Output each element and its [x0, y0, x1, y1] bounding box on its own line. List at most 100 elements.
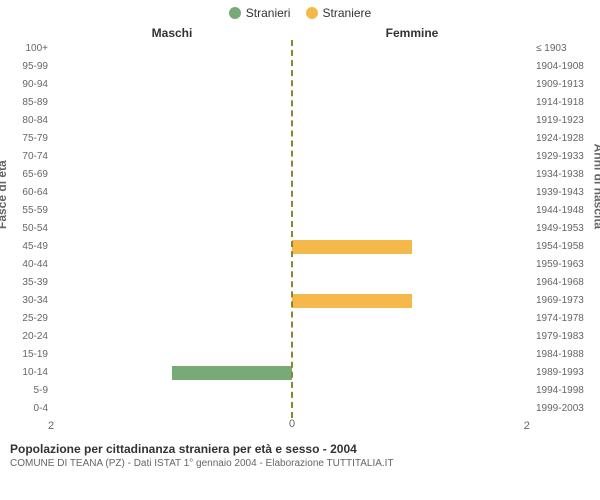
bar-row	[52, 112, 292, 130]
y-tick-right: 1969-1973	[536, 292, 592, 310]
y-axis-left-ticks: 100+95-9990-9485-8980-8475-7970-7465-696…	[4, 40, 52, 418]
y-tick-right: 1959-1963	[536, 256, 592, 274]
y-tick-left: 35-39	[8, 274, 48, 292]
bar-row	[52, 148, 292, 166]
bar-row	[52, 40, 292, 58]
chart-footer: Popolazione per cittadinanza straniera p…	[0, 432, 600, 469]
y-tick-right: 1989-1993	[536, 364, 592, 382]
y-tick-left: 30-34	[8, 292, 48, 310]
legend-label: Stranieri	[246, 6, 291, 20]
bar-male	[172, 366, 292, 380]
bar-row	[52, 238, 292, 256]
y-tick-left: 100+	[8, 40, 48, 58]
column-title-female: Femmine	[292, 26, 600, 40]
chart-plot-area: Fasce di età Anni di nascita 100+95-9990…	[0, 40, 600, 418]
y-tick-left: 40-44	[8, 256, 48, 274]
bar-row	[52, 76, 292, 94]
center-axis	[291, 40, 293, 418]
bar-row	[52, 202, 292, 220]
bar-row	[52, 364, 292, 382]
y-tick-right: 1949-1953	[536, 220, 592, 238]
bar-row	[292, 256, 532, 274]
y-tick-right: 1904-1908	[536, 58, 592, 76]
bar-row	[52, 166, 292, 184]
bar-row	[52, 274, 292, 292]
y-tick-left: 20-24	[8, 328, 48, 346]
y-tick-left: 45-49	[8, 238, 48, 256]
y-tick-left: 95-99	[8, 58, 48, 76]
legend-item-male: Stranieri	[229, 6, 291, 20]
bar-row	[292, 58, 532, 76]
y-axis-title-right: Anni di nascita	[591, 144, 600, 229]
bar-row	[52, 346, 292, 364]
y-tick-right: 1974-1978	[536, 310, 592, 328]
bar-row	[52, 382, 292, 400]
column-title-male: Maschi	[0, 26, 292, 40]
bar-row	[52, 130, 292, 148]
bar-row	[52, 220, 292, 238]
bar-row	[292, 184, 532, 202]
x-tick: 2	[524, 420, 530, 432]
circle-icon	[229, 7, 241, 19]
y-tick-left: 50-54	[8, 220, 48, 238]
y-tick-left: 80-84	[8, 112, 48, 130]
circle-icon	[306, 7, 318, 19]
x-tick: 2	[48, 420, 54, 432]
bar-row	[292, 202, 532, 220]
bar-row	[292, 76, 532, 94]
bar-female	[292, 294, 412, 308]
bar-row	[292, 112, 532, 130]
y-tick-right: 1939-1943	[536, 184, 592, 202]
y-tick-left: 25-29	[8, 310, 48, 328]
y-tick-right: 1924-1928	[536, 130, 592, 148]
legend-item-female: Straniere	[306, 6, 372, 20]
bar-row	[52, 400, 292, 418]
plot	[52, 40, 532, 418]
legend-label: Straniere	[323, 6, 372, 20]
bar-row	[52, 328, 292, 346]
legend: Stranieri Straniere	[0, 0, 600, 26]
chart-title: Popolazione per cittadinanza straniera p…	[10, 442, 590, 456]
y-tick-left: 5-9	[8, 382, 48, 400]
bar-row	[292, 292, 532, 310]
y-tick-right: 1984-1988	[536, 346, 592, 364]
y-tick-right: 1934-1938	[536, 166, 592, 184]
y-tick-right: 1999-2003	[536, 400, 592, 418]
column-titles: Maschi Femmine	[0, 26, 600, 40]
y-tick-left: 10-14	[8, 364, 48, 382]
bar-row	[292, 400, 532, 418]
bar-row	[292, 382, 532, 400]
y-axis-title-left: Fasce di età	[0, 160, 9, 229]
bar-row	[292, 274, 532, 292]
y-tick-left: 0-4	[8, 400, 48, 418]
bar-row	[292, 148, 532, 166]
y-tick-right: 1909-1913	[536, 76, 592, 94]
chart-subtitle: COMUNE DI TEANA (PZ) - Dati ISTAT 1° gen…	[10, 456, 590, 469]
y-tick-left: 55-59	[8, 202, 48, 220]
bar-row	[52, 94, 292, 112]
plot-right	[292, 40, 532, 418]
y-axis-right-ticks: ≤ 19031904-19081909-19131914-19181919-19…	[532, 40, 596, 418]
bar-row	[292, 94, 532, 112]
bar-row	[52, 256, 292, 274]
y-tick-left: 60-64	[8, 184, 48, 202]
y-tick-left: 85-89	[8, 94, 48, 112]
y-tick-right: 1954-1958	[536, 238, 592, 256]
y-tick-right: 1994-1998	[536, 382, 592, 400]
bar-row	[292, 346, 532, 364]
x-tick: 0	[289, 418, 295, 430]
y-tick-left: 90-94	[8, 76, 48, 94]
y-tick-right: 1919-1923	[536, 112, 592, 130]
y-tick-left: 65-69	[8, 166, 48, 184]
bar-row	[52, 58, 292, 76]
bar-female	[292, 240, 412, 254]
y-tick-right: 1964-1968	[536, 274, 592, 292]
y-tick-left: 75-79	[8, 130, 48, 148]
bar-row	[292, 238, 532, 256]
bar-row	[52, 292, 292, 310]
bar-row	[292, 364, 532, 382]
x-ticks-left: 2	[48, 418, 292, 432]
bar-row	[52, 310, 292, 328]
plot-left	[52, 40, 292, 418]
bar-row	[292, 310, 532, 328]
